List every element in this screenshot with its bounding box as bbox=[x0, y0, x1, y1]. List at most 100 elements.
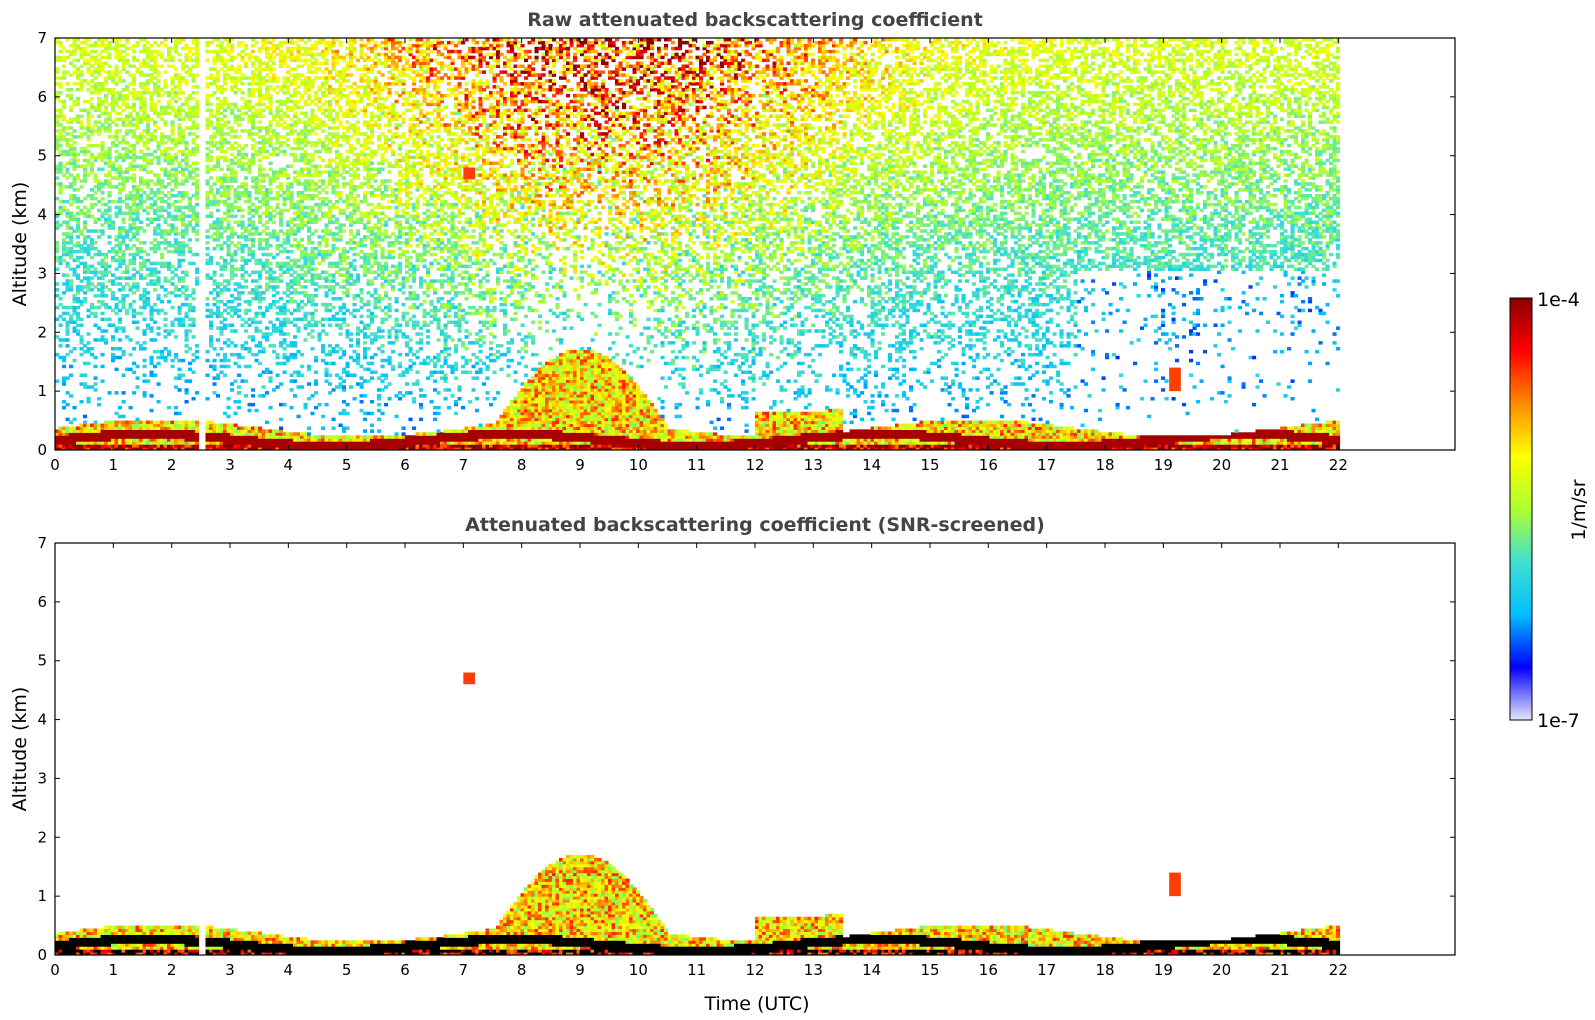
top-cell bbox=[114, 429, 119, 433]
top-cell bbox=[223, 76, 228, 80]
top-cell bbox=[219, 91, 224, 95]
top-cell bbox=[303, 252, 308, 257]
top-cell bbox=[258, 79, 263, 83]
top-cell bbox=[275, 435, 280, 439]
top-cell bbox=[251, 126, 256, 130]
top-cell bbox=[324, 276, 329, 280]
top-cell bbox=[128, 196, 133, 201]
top-cell bbox=[188, 205, 193, 210]
top-cell bbox=[72, 329, 77, 333]
top-cell bbox=[128, 426, 133, 430]
top-cell bbox=[335, 155, 340, 160]
top-cell bbox=[279, 344, 284, 348]
top-cell bbox=[324, 67, 329, 71]
top-cell bbox=[125, 276, 130, 280]
top-cell bbox=[293, 179, 298, 183]
top-cell bbox=[216, 179, 221, 183]
top-cell bbox=[331, 249, 336, 254]
top-cell bbox=[272, 447, 277, 450]
top-cell bbox=[69, 105, 74, 110]
top-cell bbox=[314, 308, 319, 313]
top-cell bbox=[90, 255, 95, 260]
top-cell bbox=[191, 91, 196, 95]
top-cell bbox=[125, 167, 130, 171]
top-cell bbox=[118, 420, 123, 425]
top-cell bbox=[100, 261, 105, 266]
top-cell bbox=[100, 40, 105, 45]
top-cell bbox=[79, 447, 84, 450]
top-cell bbox=[205, 252, 210, 257]
top-cell bbox=[76, 241, 81, 245]
top-cell bbox=[139, 444, 144, 448]
top-cell bbox=[62, 379, 67, 383]
top-cell bbox=[76, 317, 81, 322]
top-cell bbox=[254, 314, 259, 319]
top-cell bbox=[65, 417, 70, 422]
top-cell bbox=[209, 444, 214, 448]
top-cell bbox=[328, 99, 333, 104]
top-cell bbox=[118, 117, 123, 121]
top-cell bbox=[296, 217, 301, 221]
top-cell bbox=[265, 367, 270, 372]
top-cell bbox=[114, 64, 119, 68]
top-cell bbox=[247, 349, 252, 354]
top-cell bbox=[331, 435, 336, 439]
top-cell bbox=[279, 361, 284, 366]
top-cell bbox=[286, 255, 291, 260]
top-cell bbox=[69, 249, 74, 254]
top-cell bbox=[125, 426, 130, 430]
top-cell bbox=[293, 282, 298, 286]
top-cell bbox=[258, 158, 263, 163]
top-cell bbox=[300, 141, 305, 145]
top-cell bbox=[303, 58, 308, 63]
top-cell bbox=[331, 191, 336, 195]
top-cell bbox=[142, 317, 147, 322]
top-cell bbox=[100, 258, 105, 263]
top-cell bbox=[275, 170, 280, 174]
top-cell bbox=[142, 117, 147, 121]
top-cell bbox=[184, 329, 189, 333]
top-cell bbox=[79, 146, 84, 151]
top-cell bbox=[223, 279, 228, 283]
top-cell bbox=[307, 188, 312, 192]
top-cell bbox=[69, 185, 74, 189]
top-cell bbox=[79, 132, 84, 136]
top-cell bbox=[300, 111, 305, 116]
top-cell bbox=[282, 341, 287, 345]
top-cell bbox=[111, 323, 116, 327]
top-cell bbox=[86, 244, 91, 248]
top-cell bbox=[261, 394, 266, 398]
top-cell bbox=[314, 444, 319, 448]
top-cell bbox=[331, 158, 336, 163]
top-cell bbox=[209, 308, 214, 313]
top-cell bbox=[118, 258, 123, 263]
top-cell bbox=[251, 114, 256, 118]
top-cell bbox=[338, 191, 343, 195]
top-cell bbox=[342, 426, 347, 430]
top-cell bbox=[265, 447, 270, 450]
top-cell bbox=[209, 341, 214, 345]
top-cell bbox=[307, 364, 312, 369]
top-cell bbox=[104, 441, 109, 445]
top-cell bbox=[170, 188, 175, 192]
top-cell bbox=[177, 232, 182, 236]
top-cell bbox=[233, 102, 238, 107]
top-cell bbox=[79, 429, 84, 433]
top-cell bbox=[146, 217, 151, 221]
top-cell bbox=[181, 196, 186, 201]
top-cell bbox=[223, 188, 228, 192]
top-cell bbox=[93, 108, 98, 113]
top-cell bbox=[216, 38, 221, 42]
top-cell bbox=[149, 426, 154, 430]
top-cell bbox=[104, 429, 109, 433]
top-cell bbox=[279, 49, 284, 54]
top-cell bbox=[289, 49, 294, 54]
top-cell bbox=[146, 426, 151, 430]
top-cell bbox=[58, 152, 63, 157]
top-cell bbox=[300, 244, 305, 248]
top-cell bbox=[307, 255, 312, 260]
top-cell bbox=[240, 291, 245, 295]
top-cell bbox=[226, 38, 231, 42]
top-cell bbox=[282, 58, 287, 63]
top-cell bbox=[233, 161, 238, 166]
